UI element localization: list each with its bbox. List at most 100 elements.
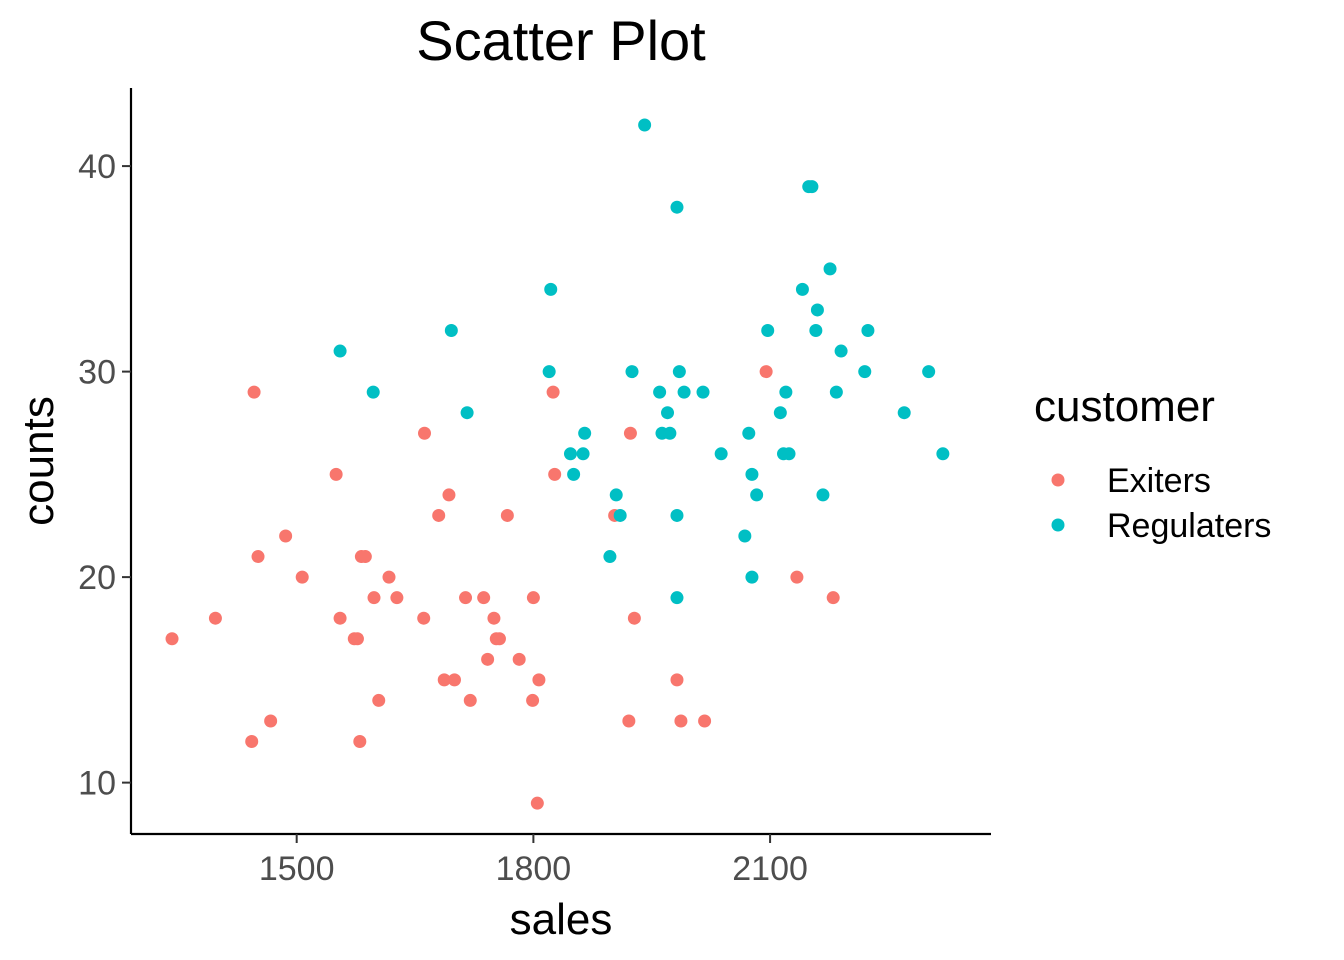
- data-point: [542, 365, 556, 379]
- data-point: [251, 550, 265, 564]
- data-point: [548, 467, 562, 481]
- data-point: [463, 693, 477, 707]
- data-point: [459, 591, 473, 605]
- data-point: [823, 262, 837, 276]
- data-point: [487, 611, 501, 625]
- legend: customer Exiters Regulaters: [1034, 382, 1271, 545]
- data-point: [861, 324, 875, 338]
- data-point: [742, 426, 756, 440]
- data-point: [603, 550, 617, 564]
- data-point: [437, 673, 451, 687]
- y-tick-label: 10: [78, 765, 116, 803]
- data-point: [563, 447, 577, 461]
- data-point: [795, 282, 809, 296]
- data-point: [609, 488, 623, 502]
- data-point: [670, 200, 684, 214]
- data-point: [481, 652, 495, 666]
- data-point: [622, 714, 636, 728]
- legend-items: Exiters Regulaters: [1051, 462, 1271, 545]
- y-tick-label: 40: [78, 148, 116, 186]
- data-point: [418, 426, 432, 440]
- points-layer: [165, 118, 950, 810]
- x-tick-label: 1800: [496, 850, 572, 888]
- data-point: [627, 611, 641, 625]
- data-point: [745, 570, 759, 584]
- data-point: [653, 385, 667, 399]
- data-point: [750, 488, 764, 502]
- data-point: [417, 611, 431, 625]
- data-point: [382, 570, 396, 584]
- data-point: [544, 282, 558, 296]
- legend-label: Exiters: [1107, 462, 1211, 500]
- data-point: [663, 426, 677, 440]
- data-point: [390, 591, 404, 605]
- series-regulaters: [333, 118, 950, 605]
- data-point: [670, 591, 684, 605]
- chart-title: Scatter Plot: [416, 9, 706, 72]
- data-point: [208, 611, 222, 625]
- data-point: [432, 508, 446, 522]
- y-tick-label: 30: [78, 354, 116, 392]
- x-axis: 1500 1800 2100: [131, 832, 991, 888]
- data-point: [492, 632, 506, 646]
- data-point: [805, 180, 819, 194]
- data-point: [279, 529, 293, 543]
- data-point: [500, 508, 514, 522]
- data-point: [353, 735, 367, 749]
- data-point: [829, 385, 843, 399]
- data-point: [526, 693, 540, 707]
- data-point: [922, 365, 936, 379]
- data-point: [638, 118, 652, 132]
- data-point: [810, 303, 824, 317]
- data-point: [661, 406, 675, 420]
- data-point: [698, 714, 712, 728]
- data-point: [674, 714, 688, 728]
- data-point: [761, 324, 775, 338]
- data-point: [779, 385, 793, 399]
- legend-key: [1051, 518, 1065, 532]
- data-point: [264, 714, 278, 728]
- data-point: [367, 591, 381, 605]
- data-point: [790, 570, 804, 584]
- legend-item-regulaters: Regulaters: [1051, 507, 1271, 545]
- data-point: [350, 632, 364, 646]
- data-point: [245, 735, 259, 749]
- legend-key: [1051, 473, 1065, 487]
- data-point: [546, 385, 560, 399]
- x-axis-title: sales: [510, 895, 613, 944]
- data-point: [816, 488, 830, 502]
- data-point: [759, 365, 773, 379]
- data-point: [834, 344, 848, 358]
- data-point: [526, 591, 540, 605]
- data-point: [738, 529, 752, 543]
- data-point: [444, 324, 458, 338]
- data-point: [670, 508, 684, 522]
- legend-label: Regulaters: [1107, 507, 1271, 545]
- data-point: [936, 447, 950, 461]
- y-tick-label: 20: [78, 559, 116, 597]
- data-point: [625, 365, 639, 379]
- y-axis: 10 20 30 40: [78, 88, 133, 834]
- data-point: [826, 591, 840, 605]
- data-point: [247, 385, 261, 399]
- data-point: [372, 693, 386, 707]
- data-point: [460, 406, 474, 420]
- data-point: [567, 467, 581, 481]
- data-point: [809, 324, 823, 338]
- x-tick-label: 2100: [732, 850, 808, 888]
- data-point: [329, 467, 343, 481]
- data-point: [670, 673, 684, 687]
- data-point: [530, 796, 544, 810]
- data-point: [358, 550, 372, 564]
- data-point: [578, 426, 592, 440]
- data-point: [447, 673, 461, 687]
- data-point: [442, 488, 456, 502]
- data-point: [858, 365, 872, 379]
- data-point: [773, 406, 787, 420]
- data-point: [897, 406, 911, 420]
- data-point: [696, 385, 710, 399]
- data-point: [613, 508, 627, 522]
- x-tick-label: 1500: [259, 850, 335, 888]
- data-point: [333, 611, 347, 625]
